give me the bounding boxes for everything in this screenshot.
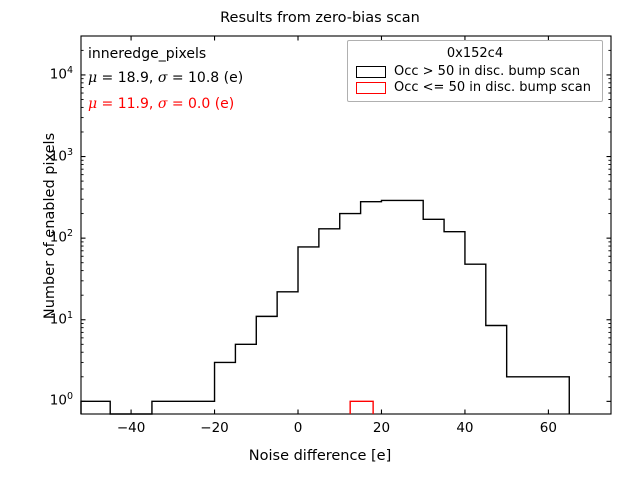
histogram-series-1 [349,400,374,414]
legend-entry: Occ <= 50 in disc. bump scan [354,80,596,95]
annotation-dataset-name: inneredge_pixels [88,46,207,62]
y-axis-label: Number of enabled pixels [42,132,58,320]
legend-entry: Occ > 50 in disc. bump scan [354,64,596,79]
legend: 0x152c4 Occ > 50 in disc. bump scan Occ <… [347,40,603,102]
y-tick-label: 101 [49,309,73,328]
legend-swatch-icon [356,81,386,94]
histogram-series-0 [80,199,570,415]
axes-frame [80,35,612,415]
y-tick-label: 102 [49,228,73,246]
legend-title: 0x152c4 [446,46,504,61]
annotation-stats-black: μ = 18.9, σ = 10.8 (e) [88,70,244,86]
x-axis-label: Noise difference [e] [248,448,392,464]
x-tick-label: 40 [456,420,474,436]
y-tick-label: 103 [49,146,73,165]
x-tick-label: −40 [116,420,146,436]
annotation-stats-red: μ = 11.9, σ = 0.0 (e) [88,96,235,112]
x-tick-label: 20 [372,420,391,436]
legend-entry-label: Occ > 50 in disc. bump scan [394,64,581,79]
y-tick-label: 100 [49,391,73,409]
legend-entry-label: Occ <= 50 in disc. bump scan [394,80,591,95]
legend-swatch-icon [356,65,386,78]
y-tick-label: 104 [49,64,73,83]
page-title: Results from zero-bias scan [220,10,420,26]
x-tick-label: −20 [200,420,229,436]
x-tick-label: 60 [539,420,557,436]
x-tick-label: 0 [293,420,303,436]
legend-entries: Occ > 50 in disc. bump scan Occ <= 50 in … [354,64,596,95]
